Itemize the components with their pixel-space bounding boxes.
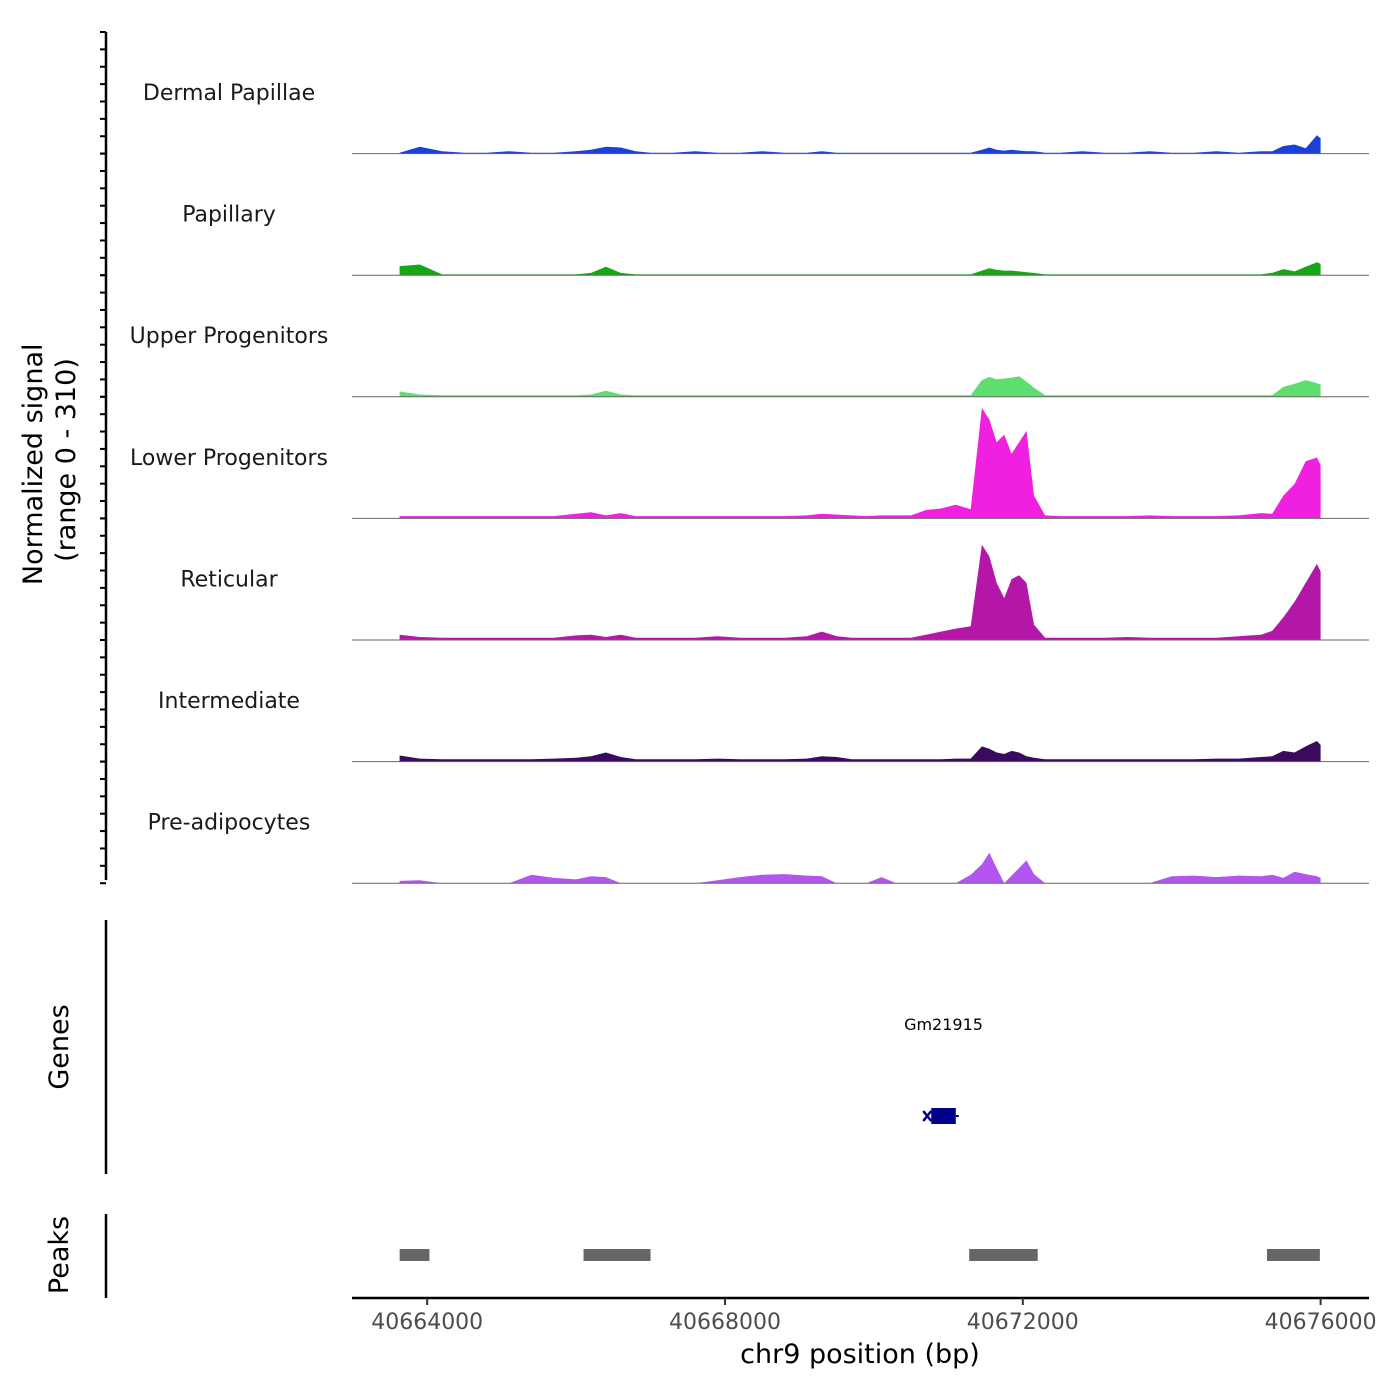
signal-area xyxy=(399,741,1321,762)
x-tick-label: 40664000 xyxy=(371,1310,483,1335)
x-axis-ticks: 40664000 40668000 40672000 40676000 xyxy=(371,1298,1377,1335)
track-dermal-papillae: Dermal Papillae xyxy=(143,81,1369,155)
peak-bar xyxy=(969,1249,1038,1261)
track-papillary: Papillary xyxy=(182,203,1369,276)
track-label: Pre-adipocytes xyxy=(148,811,311,836)
genes-panel-title: Genes xyxy=(44,1004,75,1089)
track-label: Upper Progenitors xyxy=(130,324,329,349)
signal-tracks: Dermal Papillae Papillary Upper Progenitor… xyxy=(130,81,1369,884)
signal-axis-title: Normalized signal (range 0 - 310) xyxy=(18,335,82,585)
signal-y-ticks xyxy=(100,31,106,885)
gene-label: Gm21915 xyxy=(904,1015,983,1034)
peaks-panel-title: Peaks xyxy=(44,1216,75,1294)
signal-area xyxy=(399,544,1321,640)
track-lower-progenitors: Lower Progenitors xyxy=(130,408,1369,519)
track-label: Papillary xyxy=(182,203,276,228)
gene-body xyxy=(931,1108,956,1124)
signal-area xyxy=(399,135,1321,154)
peak-bar xyxy=(399,1249,430,1261)
x-tick-label: 40672000 xyxy=(967,1310,1079,1335)
peaks-track xyxy=(399,1249,1320,1261)
track-pre-adipocytes: Pre-adipocytes xyxy=(148,811,1369,884)
peak-bar xyxy=(1267,1249,1320,1261)
track-reticular: Reticular xyxy=(180,544,1369,641)
signal-axis-title-line1: Normalized signal xyxy=(18,344,49,586)
genes-track: Gm21915 xyxy=(904,1015,983,1124)
track-intermediate: Intermediate xyxy=(158,689,1369,763)
track-upper-progenitors: Upper Progenitors xyxy=(130,324,1369,398)
x-axis-title: chr9 position (bp) xyxy=(740,1339,980,1370)
x-tick-label: 40676000 xyxy=(1265,1310,1377,1335)
signal-axis-title-line2: (range 0 - 310) xyxy=(51,358,82,562)
signal-area xyxy=(399,262,1321,276)
peak-bar xyxy=(583,1249,651,1261)
signal-area xyxy=(399,408,1321,519)
signal-area xyxy=(399,852,1321,884)
track-label: Lower Progenitors xyxy=(130,446,328,471)
track-label: Reticular xyxy=(180,567,278,592)
track-label: Dermal Papillae xyxy=(143,81,315,106)
x-tick-label: 40668000 xyxy=(669,1310,781,1335)
track-label: Intermediate xyxy=(158,689,300,714)
strand-marker xyxy=(922,1110,933,1122)
signal-area xyxy=(399,376,1321,397)
